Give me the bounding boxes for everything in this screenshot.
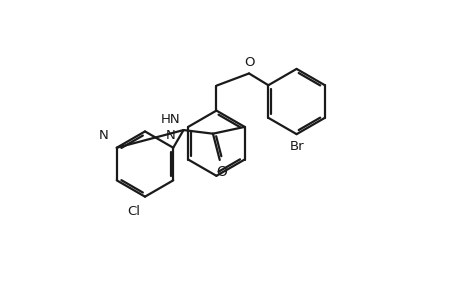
Text: Br: Br	[289, 140, 303, 153]
Text: N: N	[99, 129, 109, 142]
Text: O: O	[244, 56, 254, 69]
Text: O: O	[216, 165, 227, 179]
Text: N: N	[166, 129, 175, 142]
Text: HN: HN	[160, 113, 179, 126]
Text: Cl: Cl	[127, 205, 140, 218]
